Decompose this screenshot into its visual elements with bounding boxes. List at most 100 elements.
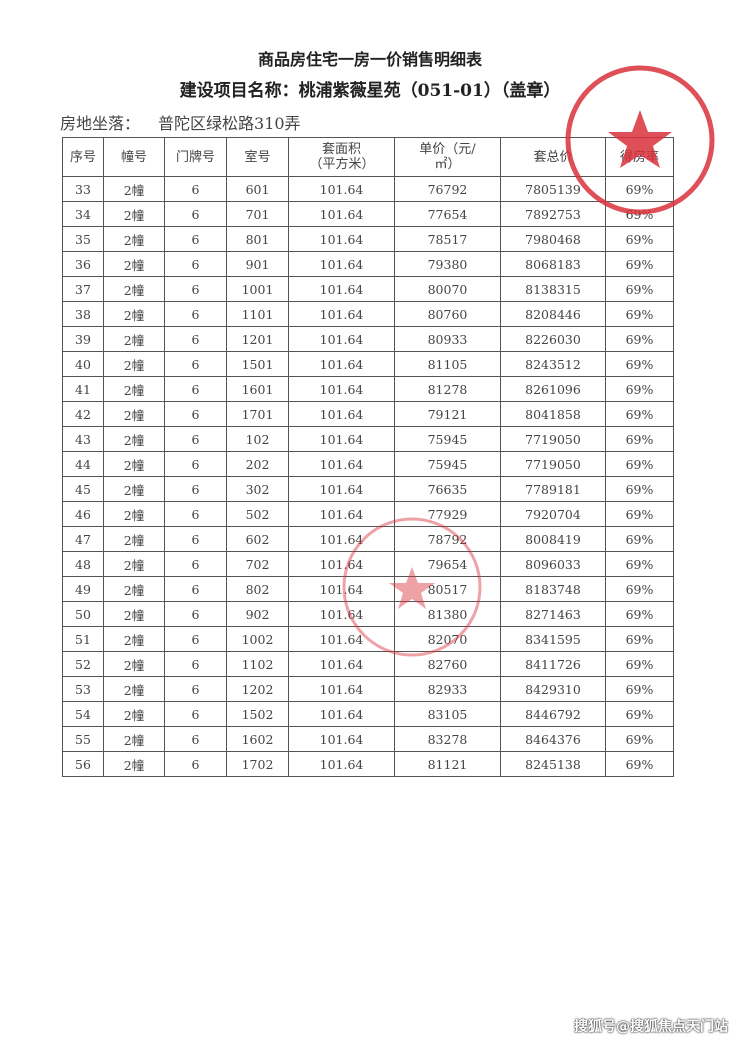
table-cell: 36 [62, 251, 104, 277]
column-header: 套面积（平方米） [288, 137, 395, 177]
table-cell: 2幢 [103, 526, 165, 552]
table-cell: 101.64 [288, 376, 395, 402]
table-row: 47 2幢 6 602 101.64 78792 8008419 69% [62, 526, 674, 552]
table-cell: 69% [605, 176, 674, 202]
table-cell: 47 [62, 526, 104, 552]
table-cell: 101.64 [288, 726, 395, 752]
table-cell: 83105 [394, 701, 501, 727]
table-cell: 69% [605, 226, 674, 252]
table-cell: 48 [62, 551, 104, 577]
table-cell: 2幢 [103, 701, 165, 727]
table-cell: 8226030 [500, 326, 606, 352]
table-cell: 75945 [394, 451, 501, 477]
table-cell: 601 [226, 176, 289, 202]
table-cell: 101.64 [288, 426, 395, 452]
table-cell: 6 [164, 551, 227, 577]
table-cell: 101.64 [288, 326, 395, 352]
table-cell: 6 [164, 301, 227, 327]
table-cell: 1501 [226, 351, 289, 377]
table-cell: 33 [62, 176, 104, 202]
table-cell: 7805139 [500, 176, 606, 202]
table-row: 45 2幢 6 302 101.64 76635 7789181 69% [62, 476, 674, 502]
table-cell: 6 [164, 476, 227, 502]
table-cell: 101.64 [288, 576, 395, 602]
table-cell: 81105 [394, 351, 501, 377]
table-cell: 2幢 [103, 576, 165, 602]
table-cell: 902 [226, 601, 289, 627]
table-cell: 1502 [226, 701, 289, 727]
table-cell: 602 [226, 526, 289, 552]
table-cell: 69% [605, 676, 674, 702]
table-cell: 2幢 [103, 376, 165, 402]
table-cell: 2幢 [103, 226, 165, 252]
table-cell: 102 [226, 426, 289, 452]
table-cell: 81278 [394, 376, 501, 402]
column-header-label: 单价（元/㎡） [419, 142, 476, 172]
column-header: 序号 [62, 137, 104, 177]
table-cell: 8008419 [500, 526, 606, 552]
price-table: 序号 幢号 门牌号 室号 套面积（平方米） 单价（元/㎡） 套总价 得房率 33 2幢 6 601 1… [62, 137, 674, 777]
table-cell: 101.64 [288, 201, 395, 227]
table-row: 37 2幢 6 1001 101.64 80070 8138315 69% [62, 276, 674, 302]
table-cell: 8429310 [500, 676, 606, 702]
table-cell: 101.64 [288, 401, 395, 427]
table-cell: 1701 [226, 401, 289, 427]
table-cell: 1001 [226, 276, 289, 302]
table-row: 46 2幢 6 502 101.64 77929 7920704 69% [62, 501, 674, 527]
table-cell: 7719050 [500, 451, 606, 477]
table-row: 40 2幢 6 1501 101.64 81105 8243512 69% [62, 351, 674, 377]
table-cell: 7892753 [500, 201, 606, 227]
table-cell: 78792 [394, 526, 501, 552]
table-cell: 49 [62, 576, 104, 602]
table-cell: 2幢 [103, 351, 165, 377]
table-cell: 2幢 [103, 176, 165, 202]
column-header: 单价（元/㎡） [394, 137, 501, 177]
table-cell: 8243512 [500, 351, 606, 377]
column-header: 室号 [226, 137, 289, 177]
table-cell: 2幢 [103, 626, 165, 652]
table-cell: 101.64 [288, 226, 395, 252]
table-cell: 101.64 [288, 351, 395, 377]
table-cell: 69% [605, 201, 674, 227]
table-cell: 41 [62, 376, 104, 402]
table-cell: 8446792 [500, 701, 606, 727]
table-cell: 69% [605, 451, 674, 477]
table-cell: 101.64 [288, 626, 395, 652]
table-cell: 901 [226, 251, 289, 277]
table-cell: 6 [164, 701, 227, 727]
table-cell: 43 [62, 426, 104, 452]
table-cell: 801 [226, 226, 289, 252]
table-cell: 53 [62, 676, 104, 702]
table-cell: 42 [62, 401, 104, 427]
table-cell: 2幢 [103, 551, 165, 577]
table-cell: 69% [605, 376, 674, 402]
table-cell: 80517 [394, 576, 501, 602]
table-cell: 83278 [394, 726, 501, 752]
address: 房地坐落： 普陀区绿松路310弄 [60, 110, 301, 134]
table-cell: 6 [164, 626, 227, 652]
table-cell: 82070 [394, 626, 501, 652]
table-cell: 1101 [226, 301, 289, 327]
table-cell: 2幢 [103, 401, 165, 427]
table-cell: 101.64 [288, 601, 395, 627]
table-cell: 2幢 [103, 651, 165, 677]
table-cell: 2幢 [103, 726, 165, 752]
table-cell: 8138315 [500, 276, 606, 302]
table-cell: 101.64 [288, 526, 395, 552]
table-row: 33 2幢 6 601 101.64 76792 7805139 69% [62, 176, 674, 202]
table-cell: 46 [62, 501, 104, 527]
table-cell: 6 [164, 376, 227, 402]
table-cell: 1201 [226, 326, 289, 352]
table-cell: 6 [164, 426, 227, 452]
table-row: 50 2幢 6 902 101.64 81380 8271463 69% [62, 601, 674, 627]
table-cell: 77654 [394, 201, 501, 227]
column-header-label: 套面积（平方米） [309, 142, 375, 172]
table-cell: 101.64 [288, 551, 395, 577]
table-cell: 39 [62, 326, 104, 352]
table-row: 39 2幢 6 1201 101.64 80933 8226030 69% [62, 326, 674, 352]
table-cell: 81380 [394, 601, 501, 627]
table-cell: 69% [605, 526, 674, 552]
table-cell: 2幢 [103, 276, 165, 302]
table-cell: 69% [605, 601, 674, 627]
table-row: 48 2幢 6 702 101.64 79654 8096033 69% [62, 551, 674, 577]
